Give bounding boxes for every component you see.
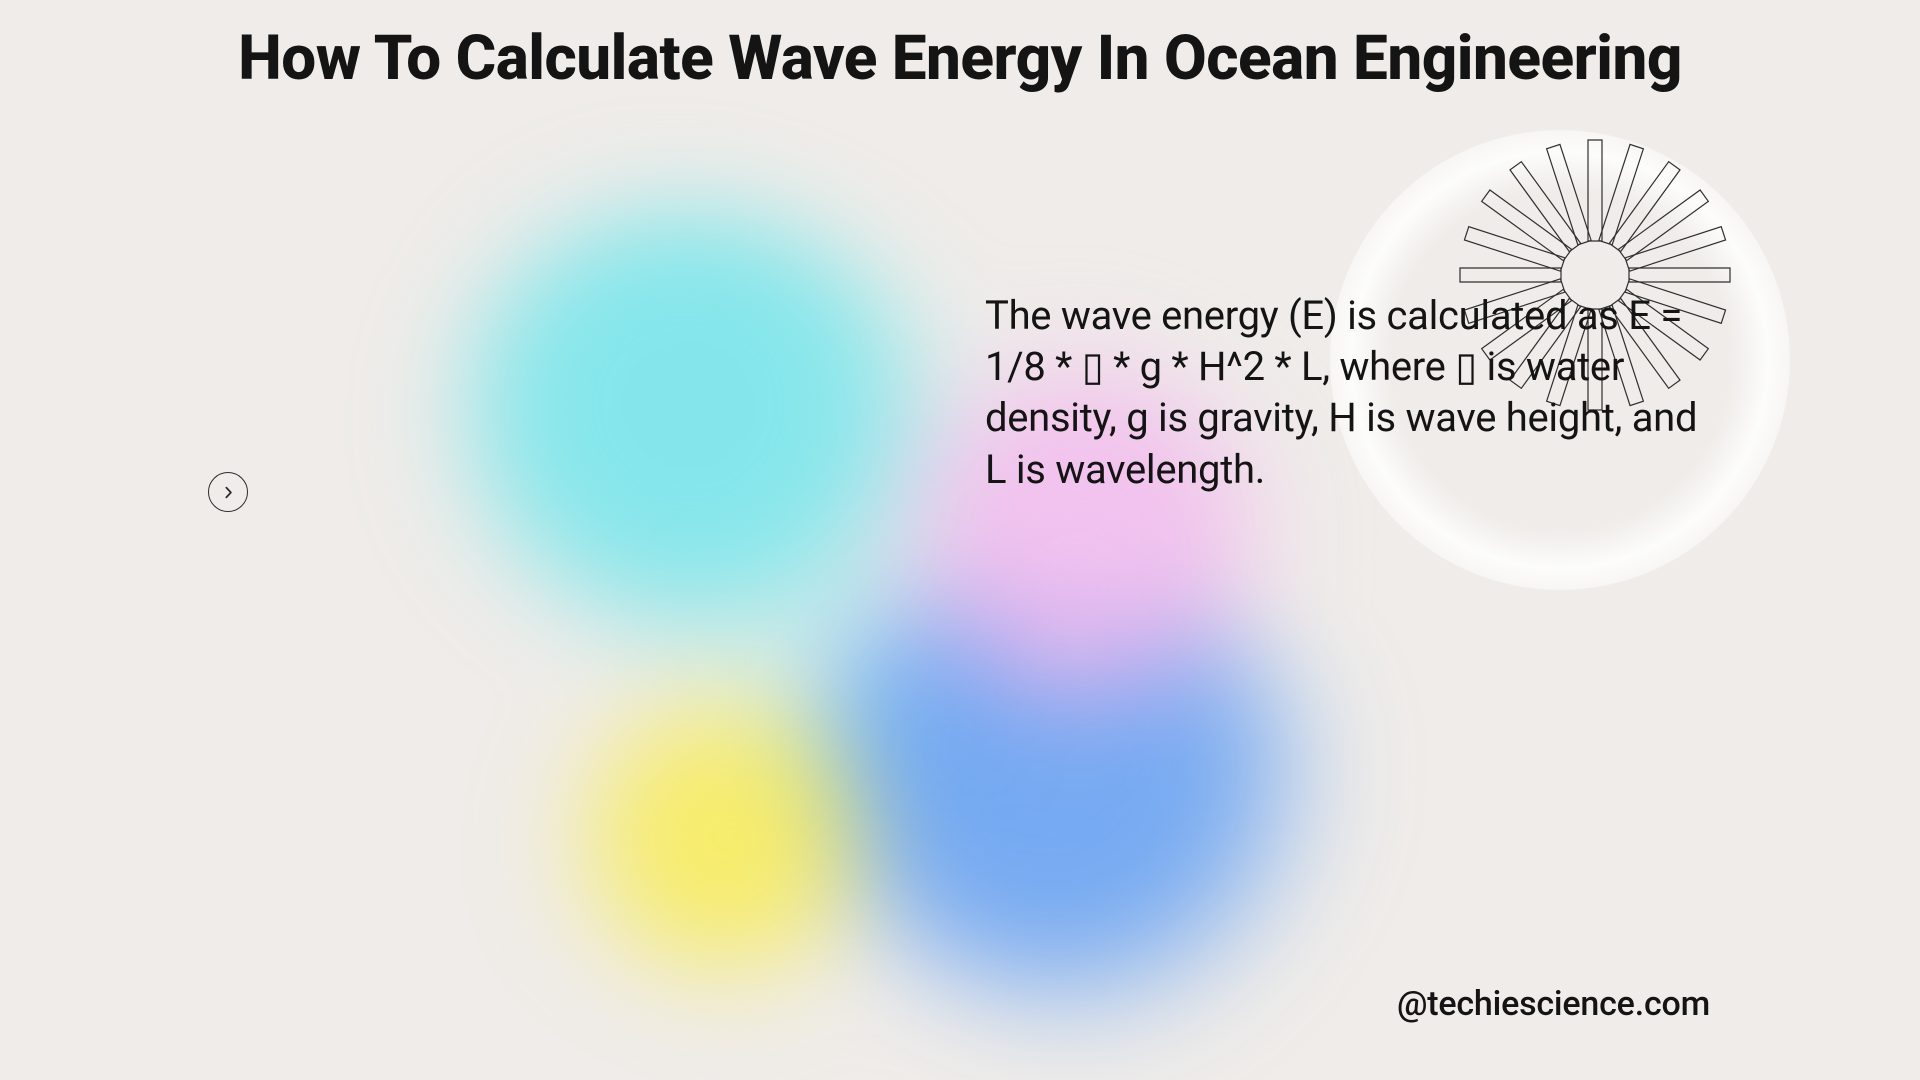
chevron-right-icon — [222, 486, 235, 499]
page-title: How To Calculate Wave Energy In Ocean En… — [238, 22, 1682, 95]
body-copy: The wave energy (E) is calculated as E =… — [985, 290, 1725, 495]
gradient-blob — [244, 15, 1436, 1066]
next-button[interactable] — [208, 472, 248, 512]
footer-credit: @techiescience.com — [1397, 984, 1710, 1024]
